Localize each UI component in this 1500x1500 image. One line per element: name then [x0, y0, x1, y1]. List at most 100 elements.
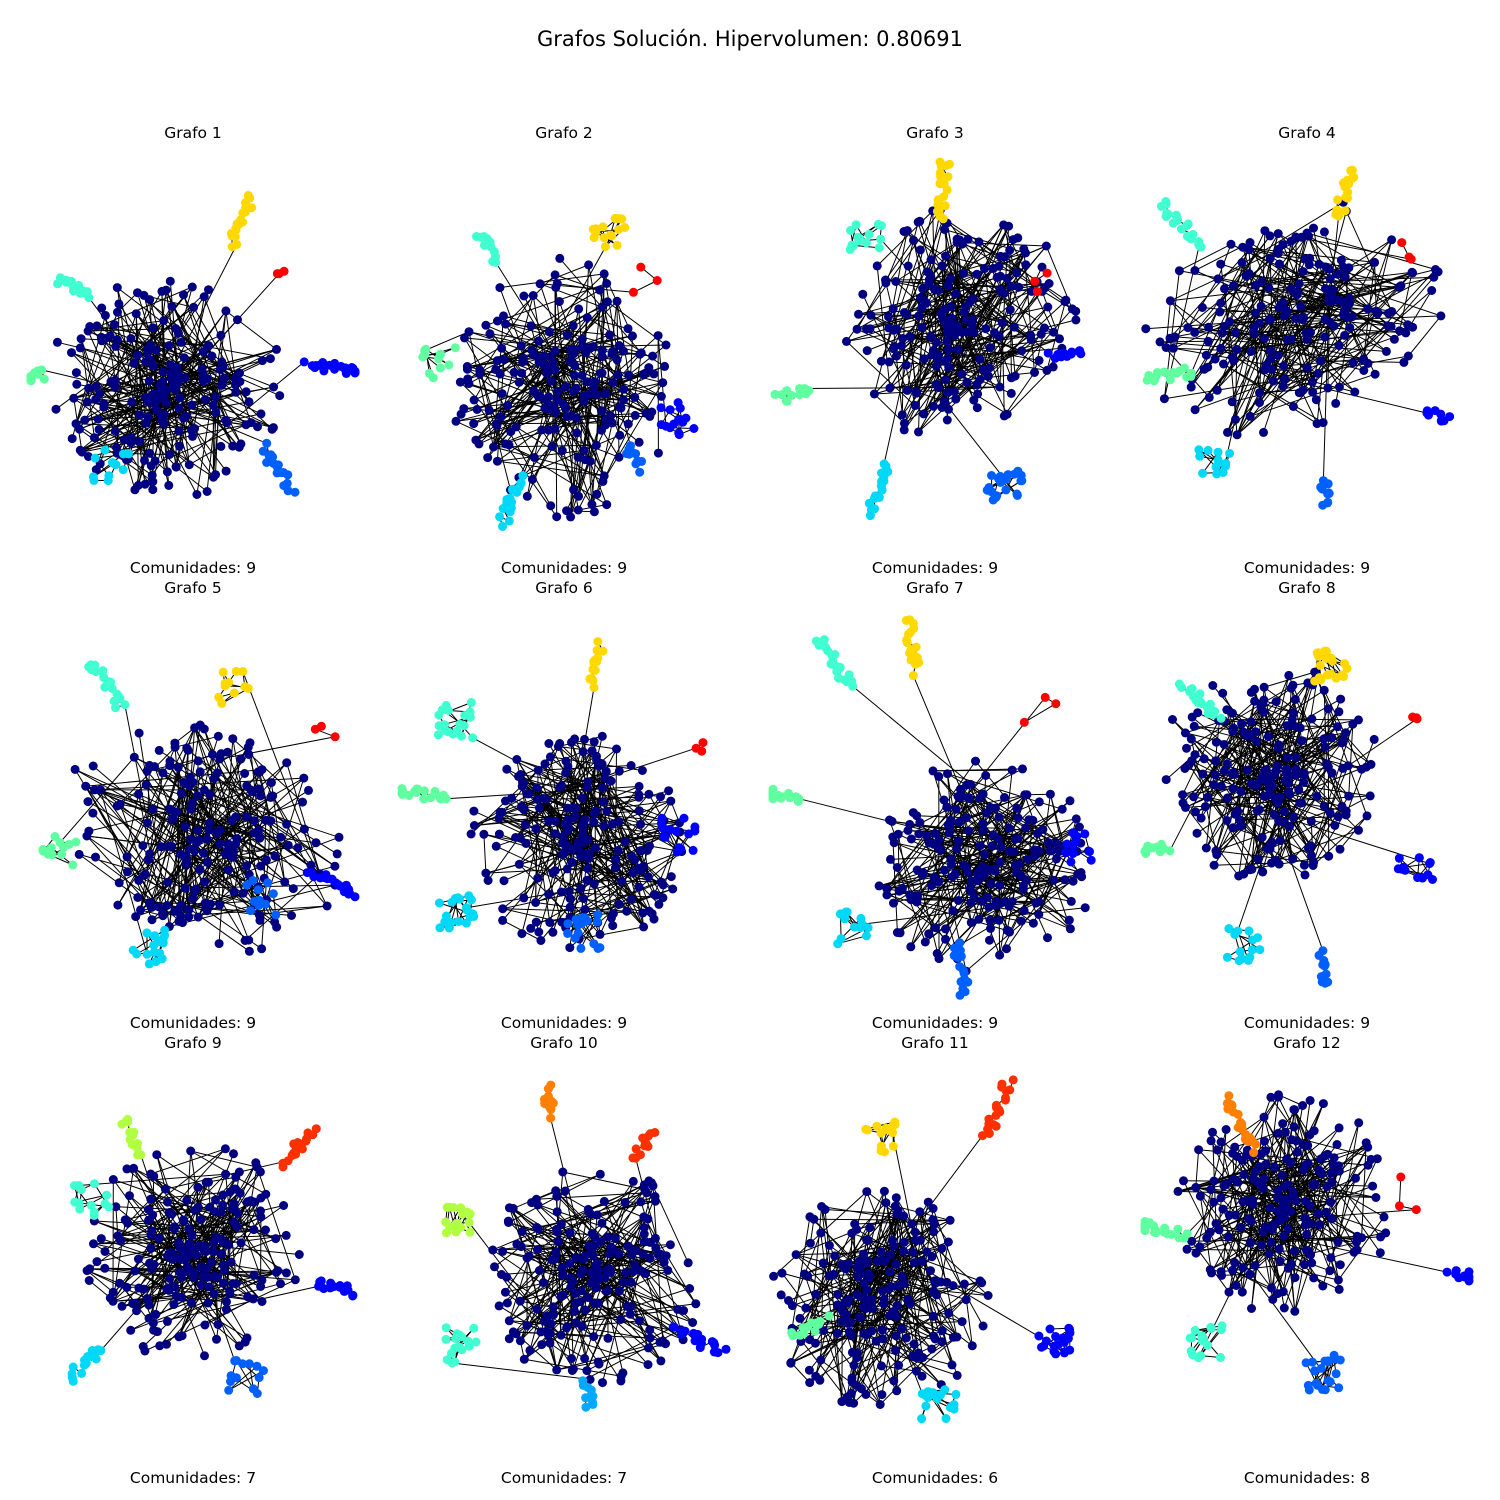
graph-node: [902, 385, 912, 395]
graph-node: [990, 328, 999, 338]
graph-node: [1071, 306, 1081, 316]
graph-node: [526, 321, 536, 331]
figure-title: Grafos Solución. Hipervolumen: 0.80691: [536, 27, 964, 51]
graph-node: [978, 826, 988, 836]
graph-node: [129, 752, 139, 762]
graph-edge: [946, 768, 1023, 808]
graph-node: [171, 324, 181, 334]
graph-title: Grafo 5: [164, 579, 222, 597]
graph-node: [561, 756, 571, 766]
graph-node: [179, 290, 188, 300]
graph-node: [471, 435, 481, 445]
graph-node: [514, 859, 524, 869]
graph-node: [1348, 358, 1358, 368]
graph-node: [208, 750, 217, 759]
graph-node: [435, 923, 445, 933]
graph-edge: [483, 834, 487, 874]
graph-node: [1226, 239, 1236, 249]
graph-edge: [80, 347, 216, 398]
graph-node: [122, 852, 132, 862]
graph-node: [157, 842, 166, 852]
graph-node: [1273, 350, 1283, 360]
graph-node: [1349, 172, 1359, 182]
graph-node: [435, 349, 445, 359]
graph-edge: [1214, 862, 1272, 866]
graph-node: [208, 400, 218, 410]
graph-node: [204, 825, 214, 835]
graph-node: [974, 237, 984, 247]
graph-edge: [610, 780, 649, 878]
graph-node: [891, 277, 901, 286]
graph-node: [1051, 699, 1061, 709]
graph-node: [447, 897, 457, 907]
graph-node: [165, 276, 175, 286]
graph-node: [519, 291, 529, 301]
graph-node: [995, 880, 1005, 890]
graph-node: [191, 884, 201, 894]
graph-node: [613, 370, 623, 380]
graph-node: [1005, 245, 1015, 255]
graph-node: [661, 340, 671, 350]
graph-node: [1403, 351, 1413, 361]
graph-edge: [505, 274, 556, 325]
graph-node: [1047, 846, 1057, 856]
graph-edge: [1024, 703, 1057, 723]
graph-node: [1010, 371, 1020, 381]
graph-node: [1340, 272, 1350, 282]
graph-node: [517, 929, 527, 939]
graph-edge: [911, 838, 981, 847]
graph-node: [162, 467, 172, 477]
graph-node: [656, 792, 665, 802]
graph-edge: [138, 733, 170, 927]
graph-node: [1294, 388, 1304, 398]
graph-node: [94, 424, 104, 434]
graph-node: [926, 255, 936, 265]
graph-edge: [270, 820, 336, 867]
graph-node: [109, 320, 119, 330]
graph-node: [1020, 790, 1030, 800]
graph-node: [85, 322, 95, 331]
graph-node: [141, 392, 151, 402]
graph-node: [331, 878, 341, 888]
graph-node: [192, 791, 202, 800]
graph-node: [1274, 259, 1284, 269]
graph-node: [257, 944, 267, 954]
graph-node: [572, 413, 582, 423]
graph-node: [978, 861, 988, 871]
graph-node: [1260, 226, 1270, 236]
graph-edge: [577, 397, 636, 511]
graph-node: [528, 291, 538, 300]
graph-node: [914, 427, 923, 437]
graph-node: [565, 893, 575, 903]
graph-node: [38, 846, 48, 856]
graph-node: [1404, 252, 1414, 262]
graph-edge: [203, 847, 298, 854]
graph-node: [932, 361, 941, 371]
graph-node: [475, 365, 485, 375]
graph-node: [531, 898, 541, 907]
graph-edge: [175, 361, 305, 468]
graph-node: [97, 336, 107, 346]
graph-node: [589, 683, 599, 692]
graph-edge: [1290, 688, 1301, 729]
graph-node: [614, 899, 624, 909]
graph-node: [552, 512, 562, 522]
graph-node: [987, 471, 996, 480]
graph-node: [519, 805, 529, 815]
graph-edge: [115, 379, 267, 444]
graph-node: [255, 915, 265, 925]
graph-edge: [116, 287, 146, 485]
graph-edge: [566, 373, 655, 417]
graph-node: [503, 401, 513, 410]
graph-edge: [174, 735, 219, 748]
graph-title: Grafo 1: [164, 124, 222, 142]
graph-node: [941, 251, 951, 261]
graph-node: [607, 418, 617, 428]
graph-node: [966, 876, 976, 886]
graph-node: [188, 431, 197, 441]
graph-node: [1003, 470, 1013, 480]
graph-node: [571, 383, 581, 393]
graph-node: [290, 487, 300, 497]
graph-node: [666, 872, 676, 882]
graph-edge: [984, 268, 1001, 388]
